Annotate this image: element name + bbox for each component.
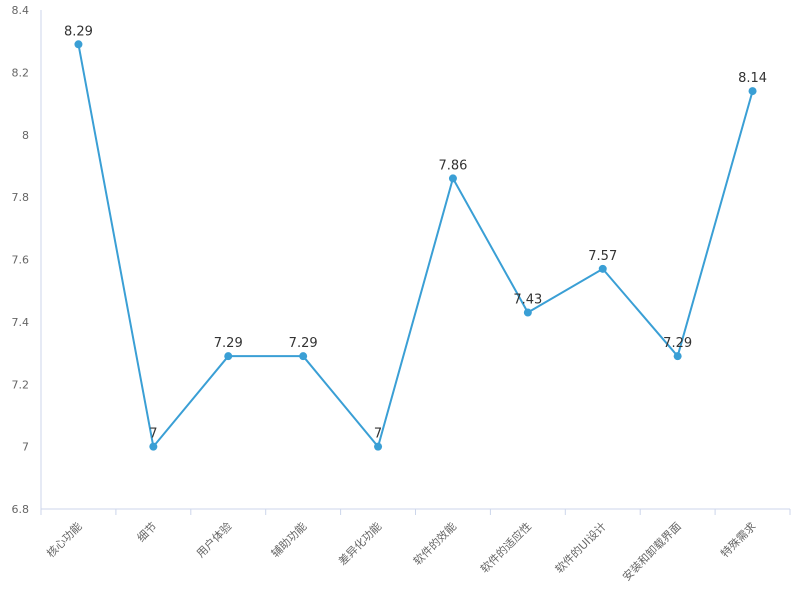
point [374,442,383,451]
x-tick-label: 差异化功能 [335,519,384,568]
value-label: 8.14 [738,71,767,86]
point [224,352,233,361]
y-tick-label: 7.4 [12,316,30,329]
y-tick-label: 8 [22,129,29,142]
value-label: 7 [374,427,382,442]
value-label: 7.29 [289,336,318,351]
point [748,87,757,96]
value-label: 7.43 [513,293,542,308]
value-label: 7.57 [588,249,617,264]
point [673,352,682,361]
y-tick-label: 7.2 [12,378,30,391]
value-label: 8.29 [64,24,93,39]
x-tick-label: 软件的UI设计 [552,519,609,576]
point [598,264,607,273]
value-label: 7.86 [438,158,467,173]
x-tick-label: 软件的适应性 [477,519,534,576]
x-tick-label: 核心功能 [44,519,85,560]
y-tick-label: 7.8 [12,191,30,204]
value-label: 7.29 [214,336,243,351]
x-tick-label: 细节 [135,520,160,545]
x-tick-label: 用户体验 [193,519,234,560]
x-tick-label: 安装和卸载界面 [619,519,683,583]
x-tick-label: 软件的效能 [410,519,459,568]
point [448,174,457,183]
value-label: 7.29 [663,336,692,351]
x-tick-label: 特殊需求 [718,519,759,560]
value-label: 7 [149,427,157,442]
y-tick-label: 8.2 [12,66,30,79]
y-tick-label: 7.6 [12,254,30,267]
y-tick-label: 7 [22,441,29,454]
line [77,44,754,449]
y-tick-label: 8.4 [12,4,30,17]
point [299,352,308,361]
x-tick-label: 辅助功能 [268,519,309,560]
point [149,442,158,451]
point [523,308,532,317]
point [74,40,83,49]
y-tick-label: 6.8 [12,503,30,516]
